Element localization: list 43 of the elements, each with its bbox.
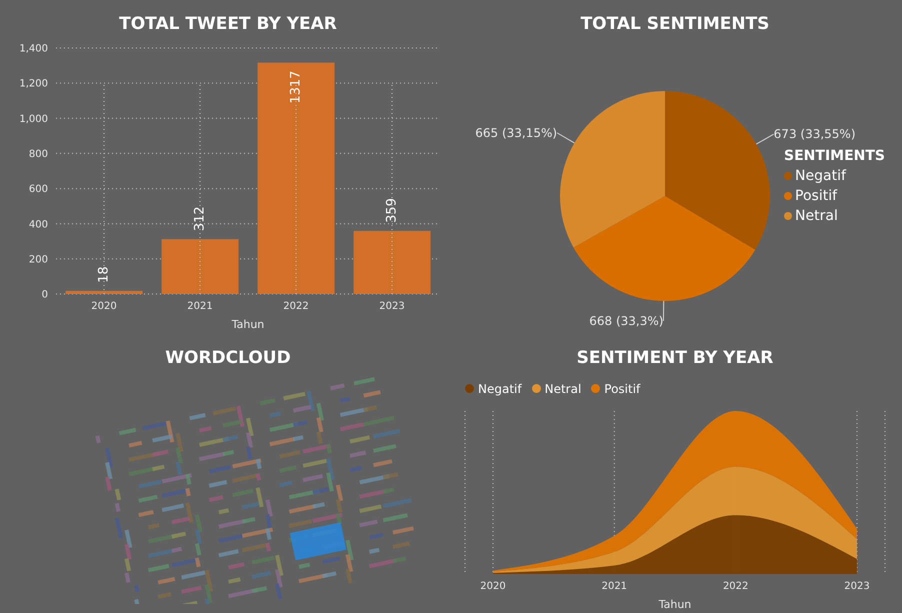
x-tick-label: 2023 [379,301,405,312]
y-tick-label: 400 [28,219,48,230]
x-tick-label: 2022 [283,301,309,312]
bar [258,62,335,294]
legend-label: Positif [604,382,640,396]
legend-label: Netral [544,382,582,396]
x-axis-title: Tahun [658,598,692,611]
data-label: 312 [192,206,208,232]
pie-slice [665,91,770,250]
x-tick-label: 2021 [187,301,213,312]
chart-title: TOTAL TWEET BY YEAR [118,14,338,36]
x-tick-label: 2020 [480,581,506,592]
y-tick-label: 800 [28,148,48,160]
y-tick-label: 0 [42,290,48,301]
x-tick-label: 2021 [602,581,628,592]
legend-label: Netral [794,208,839,224]
data-label: 359 [384,198,400,223]
x-tick-label: 2020 [91,301,117,312]
pie-slice [573,196,756,301]
x-tick-label: 2022 [722,581,748,592]
legend-label: Negatif [794,168,848,184]
y-tick-label: 1,200 [19,78,48,90]
data-label: 665 (33,15%) [475,126,558,140]
y-tick-label: 1,400 [19,44,48,55]
y-tick-label: 1,000 [19,114,48,125]
legend-label: Negatif [478,382,522,396]
bar [162,239,239,294]
data-label: 673 (33,55%) [774,127,856,142]
x-tick-label: 2023 [844,581,870,592]
chart-title: SENTIMENT BY YEAR [576,348,774,370]
legend-title: SENTIMENTS [784,148,885,164]
legend-label: Positif [794,188,838,204]
bar [66,290,143,294]
data-label: 1317 [288,70,304,104]
chart-title: TOTAL SENTIMENTS [580,14,770,36]
data-label: 668 (33,3%) [589,314,664,328]
y-tick-label: 600 [28,184,48,196]
y-tick-label: 200 [28,254,48,266]
bar [354,230,431,294]
pie-slice [560,91,665,248]
data-label: 18 [96,266,112,283]
x-axis-title: Tahun [230,318,264,331]
text: WORDCLOUD [164,348,292,370]
